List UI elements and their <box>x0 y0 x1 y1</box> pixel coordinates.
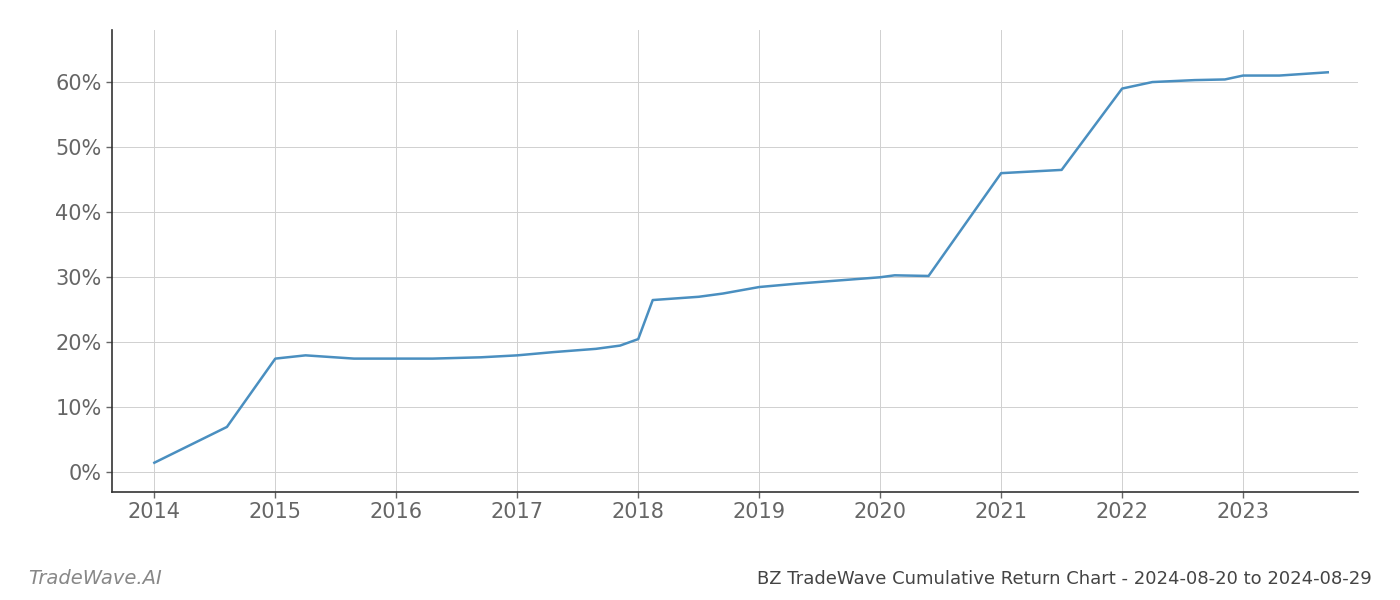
Text: BZ TradeWave Cumulative Return Chart - 2024-08-20 to 2024-08-29: BZ TradeWave Cumulative Return Chart - 2… <box>757 570 1372 588</box>
Text: TradeWave.AI: TradeWave.AI <box>28 569 162 588</box>
